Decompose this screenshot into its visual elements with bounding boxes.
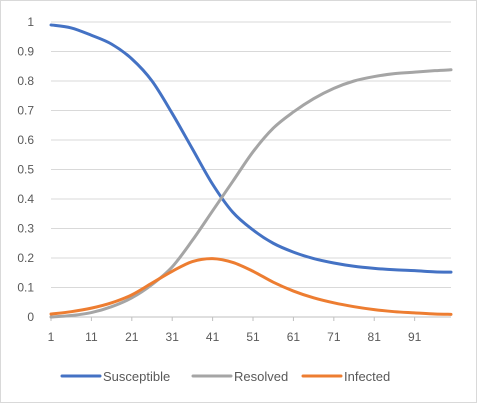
legend-label-susceptible: Susceptible <box>103 369 170 384</box>
y-tick-label: 0.8 <box>17 74 34 88</box>
y-tick-label: 0.7 <box>17 104 34 118</box>
series-line-infected <box>49 257 453 316</box>
x-tick-label: 11 <box>85 330 98 344</box>
x-tick-label: 31 <box>166 330 180 344</box>
x-tick-label: 61 <box>287 330 301 344</box>
gridlines <box>51 21 451 288</box>
axes: 00.10.20.30.40.50.60.70.80.911 11 21 31 41 51… <box>17 15 451 344</box>
y-tick-label: 0.5 <box>17 163 34 177</box>
legend: Susceptible Resolved Infected <box>60 369 390 384</box>
y-tick-label: 0.3 <box>17 222 34 236</box>
y-tick-label: 0.1 <box>17 281 34 295</box>
y-tick-label: 0.9 <box>17 45 34 59</box>
legend-label-resolved: Resolved <box>234 369 288 384</box>
x-tick-label: 51 <box>246 330 260 344</box>
x-tick-label: 81 <box>368 330 382 344</box>
x-tick-label: 41 <box>206 330 220 344</box>
x-tick-label: 21 <box>125 330 139 344</box>
series-lines <box>49 23 453 319</box>
x-tick-label: 1 <box>48 330 55 344</box>
y-tick-label: 0.2 <box>17 251 34 265</box>
y-tick-label: 1 <box>27 15 34 29</box>
series-line-resolved <box>49 68 453 319</box>
x-tick-label: 91 <box>408 330 422 344</box>
y-tick-label: 0.4 <box>17 192 34 206</box>
legend-label-infected: Infected <box>344 369 390 384</box>
y-tick-label: 0 <box>27 310 34 324</box>
x-tick-label: 71 <box>327 330 341 344</box>
series-line-susceptible <box>49 23 453 274</box>
y-tick-label: 0.6 <box>17 133 34 147</box>
